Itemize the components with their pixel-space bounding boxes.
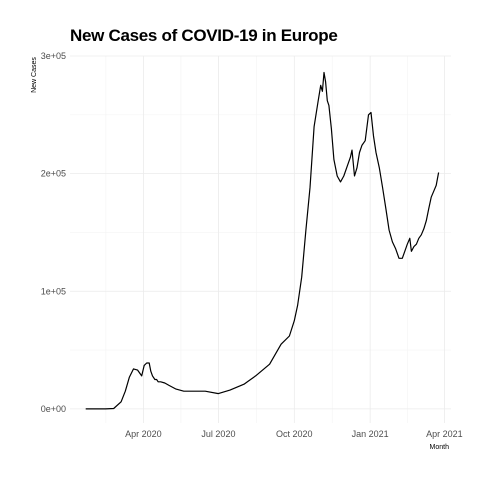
y-tick-label: 3e+05 — [41, 51, 66, 61]
chart-title: New Cases of COVID-19 in Europe — [70, 26, 338, 45]
x-tick-label: Oct 2020 — [276, 429, 313, 439]
y-axis-label: New Cases — [31, 57, 38, 93]
y-tick-label: 2e+05 — [41, 169, 66, 179]
x-tick-label: Jul 2020 — [201, 429, 235, 439]
y-tick-label: 0e+00 — [41, 404, 66, 414]
x-tick-label: Apr 2021 — [426, 429, 463, 439]
major-gridlines — [70, 55, 451, 423]
y-tick-label: 1e+05 — [41, 286, 66, 296]
series-line — [85, 71, 440, 410]
x-tick-label: Jan 2021 — [352, 429, 389, 439]
minor-gridlines — [70, 56, 451, 423]
y-tick-labels: 0e+00 1e+05 2e+05 3e+05 — [41, 51, 66, 414]
x-tick-label: Apr 2020 — [125, 429, 162, 439]
x-axis-label: Month — [430, 444, 450, 451]
x-tick-labels: Apr 2020 Jul 2020 Oct 2020 Jan 2021 Apr 2021 — [125, 429, 463, 439]
